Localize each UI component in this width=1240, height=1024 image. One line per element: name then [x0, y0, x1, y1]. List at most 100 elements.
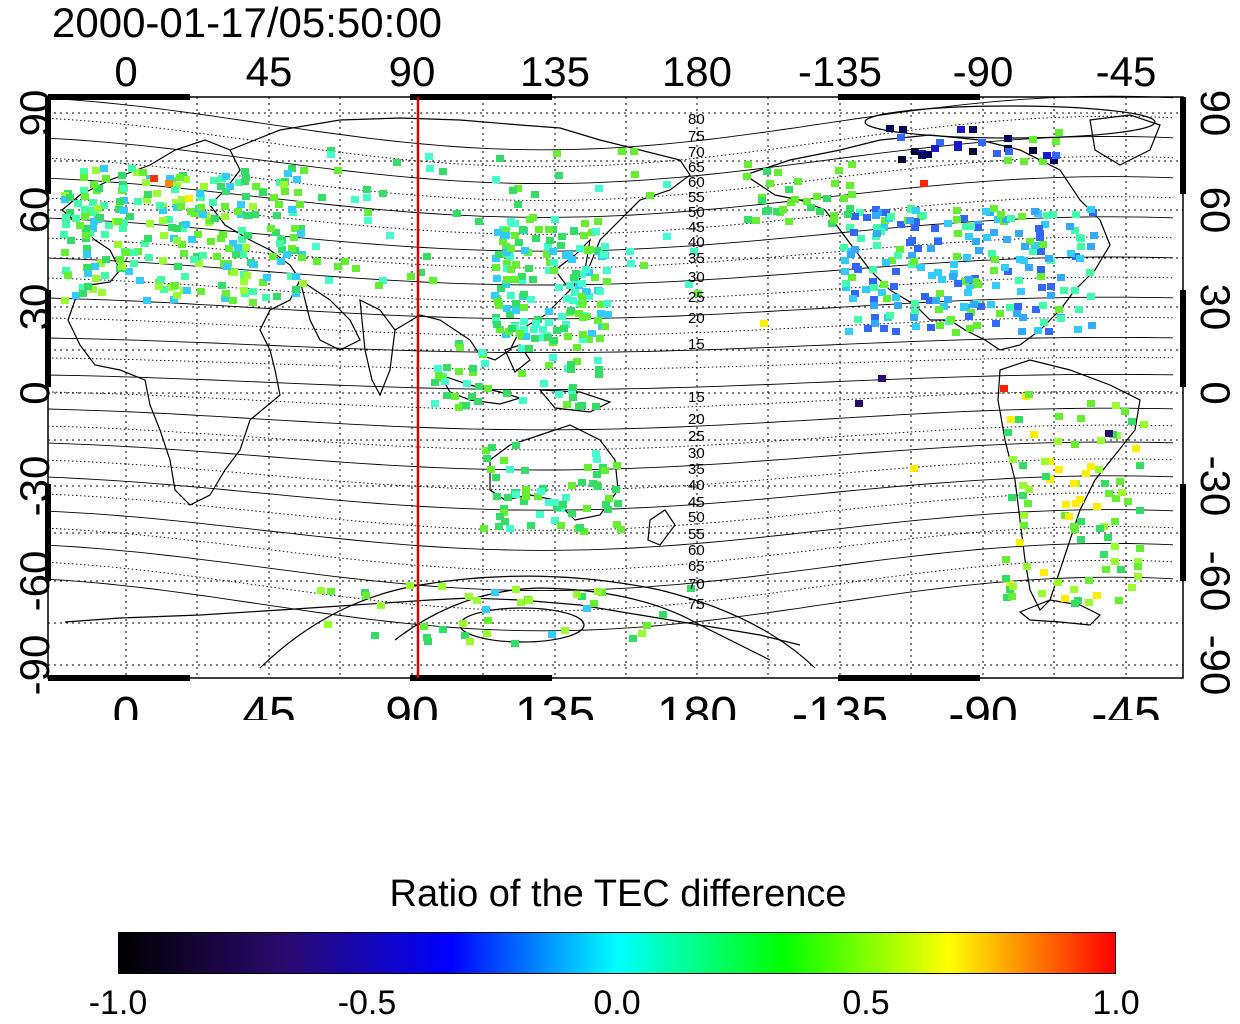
tec-point	[882, 259, 890, 266]
tec-point	[294, 189, 302, 196]
tec-point	[553, 327, 561, 334]
tec-point	[251, 211, 259, 218]
tec-point	[593, 456, 601, 463]
tec-point	[495, 302, 503, 309]
tec-point	[595, 185, 603, 192]
tec-point	[101, 272, 109, 279]
tec-point	[841, 257, 849, 264]
tec-point	[910, 314, 918, 321]
tec-point	[982, 208, 990, 215]
tec-point	[500, 457, 508, 464]
tec-point	[1077, 415, 1085, 422]
tec-point	[914, 245, 922, 252]
tec-point	[962, 223, 970, 230]
tec-point	[270, 194, 278, 201]
tec-point	[520, 498, 528, 505]
tec-point	[1014, 303, 1022, 310]
tec-point	[594, 483, 602, 490]
tec-point	[1036, 234, 1044, 241]
tec-point	[1062, 501, 1070, 508]
tec-point	[578, 293, 586, 300]
tec-point	[424, 638, 432, 645]
tec-point	[502, 281, 510, 288]
tec-point	[1087, 243, 1095, 250]
left-tick-label: 0	[11, 381, 58, 404]
tec-point	[284, 170, 292, 177]
tec-point	[559, 501, 567, 508]
tec-point	[844, 211, 852, 218]
tec-point	[443, 364, 451, 371]
tec-point	[568, 482, 576, 489]
tec-point	[603, 300, 611, 307]
tec-point	[869, 266, 877, 273]
tec-point	[949, 273, 957, 280]
contour-label: 15	[688, 336, 705, 353]
tec-point	[1136, 462, 1144, 469]
tec-point	[84, 283, 92, 290]
tec-point	[296, 201, 304, 208]
tec-point	[188, 236, 196, 243]
tec-point	[263, 274, 271, 281]
tec-point	[578, 479, 586, 486]
tec-point	[1118, 489, 1126, 496]
tec-point	[1039, 158, 1047, 165]
tec-point	[130, 260, 138, 267]
tec-point	[197, 204, 205, 211]
tec-point	[566, 282, 574, 289]
tec-point	[1025, 391, 1033, 398]
tec-point	[1032, 306, 1040, 313]
tec-point	[605, 495, 613, 502]
tec-point	[880, 281, 888, 288]
tec-point	[1040, 569, 1048, 576]
tec-point	[578, 301, 586, 308]
tec-point	[168, 224, 176, 231]
tec-point	[967, 309, 975, 316]
tec-point	[519, 397, 527, 404]
tec-point	[1117, 566, 1125, 573]
tec-point	[1067, 250, 1075, 257]
tec-point	[241, 178, 249, 185]
tec-point	[455, 340, 463, 347]
tec-point	[1087, 463, 1095, 470]
tec-point	[544, 334, 552, 341]
tec-point	[894, 252, 902, 259]
tec-point	[579, 314, 587, 321]
tec-point	[1076, 496, 1084, 503]
tec-point	[855, 400, 863, 407]
tec-point	[488, 444, 496, 451]
tec-point	[514, 185, 522, 192]
right-tick-label: 30	[1192, 284, 1239, 331]
tec-point	[997, 211, 1005, 218]
tec-point	[612, 486, 620, 493]
tec-point	[592, 450, 600, 457]
tec-point	[934, 238, 942, 245]
tec-point	[544, 243, 552, 250]
tec-point	[545, 362, 553, 369]
tec-point	[568, 256, 576, 263]
tec-point	[807, 204, 815, 211]
tec-point	[862, 286, 870, 293]
tec-point	[298, 254, 306, 261]
tec-point	[171, 186, 179, 193]
tec-point	[1015, 277, 1023, 284]
tec-point	[1070, 523, 1078, 530]
tec-point	[520, 304, 528, 311]
tec-point	[62, 221, 70, 228]
tec-point	[1025, 486, 1033, 493]
tec-point	[912, 323, 920, 330]
tec-point	[1095, 466, 1103, 473]
tec-point	[1074, 597, 1082, 604]
tec-point	[963, 254, 971, 261]
tec-point	[840, 244, 848, 251]
tec-point	[273, 212, 281, 219]
tec-point	[869, 278, 877, 285]
tec-point	[1004, 135, 1012, 142]
tec-point	[990, 267, 998, 274]
tec-point	[222, 188, 230, 195]
tec-point	[569, 394, 577, 401]
tec-point	[80, 174, 88, 181]
tec-point	[97, 260, 105, 267]
tec-point	[1007, 215, 1015, 222]
tec-point	[435, 372, 443, 379]
tec-point	[223, 263, 231, 270]
